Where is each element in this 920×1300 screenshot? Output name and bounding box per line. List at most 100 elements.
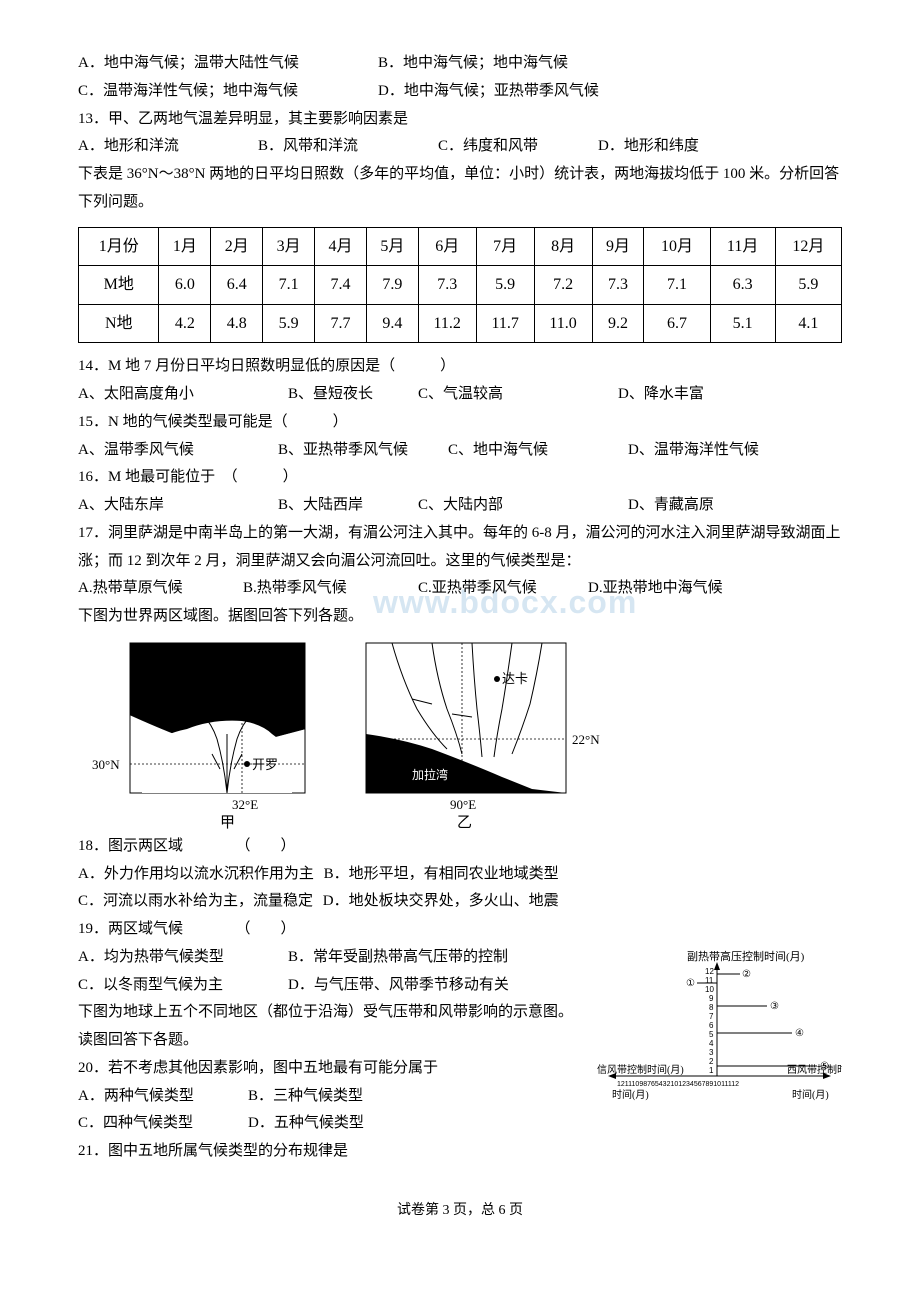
th-1: 1月 bbox=[159, 227, 211, 266]
n-10: 6.7 bbox=[644, 304, 710, 343]
q16-d: D、青藏高原 bbox=[628, 492, 714, 520]
m-6: 7.3 bbox=[418, 266, 476, 305]
q20-row1: A．两种气候类型 B．三种气候类型 bbox=[78, 1083, 582, 1111]
q19-row1: A．均为热带气候类型 B．常年受副热带高气压带的控制 bbox=[78, 944, 582, 972]
q12-choice-b: B．地中海气候；地中海气候 bbox=[378, 50, 568, 78]
map1-lat: 30°N bbox=[92, 757, 120, 772]
m-11: 6.3 bbox=[710, 266, 775, 305]
q16-b: B、大陆西岸 bbox=[278, 492, 418, 520]
q17-d: D.亚热带地中海气候 bbox=[588, 575, 723, 603]
q18-stem: 18．图示两区域 （ ） bbox=[78, 833, 842, 861]
q12-choices-row1: A．地中海气候；温带大陆性气候 B．地中海气候；地中海气候 bbox=[78, 50, 842, 78]
svg-text:1: 1 bbox=[709, 1066, 714, 1075]
m-4: 7.4 bbox=[315, 266, 367, 305]
th-0: 1月份 bbox=[79, 227, 159, 266]
m-8: 7.2 bbox=[534, 266, 592, 305]
q13-d: D．地形和纬度 bbox=[598, 133, 699, 161]
n-9: 9.2 bbox=[592, 304, 644, 343]
table-row-n: N地 4.2 4.8 5.9 7.7 9.4 11.2 11.7 11.0 9.… bbox=[79, 304, 842, 343]
pressure-diagram-svg: 副热带高压控制时间(月) 12 11 10 9 8 7 6 5 bbox=[592, 948, 842, 1108]
th-3: 3月 bbox=[263, 227, 315, 266]
right-lbl: 西风带控制时间(月) bbox=[787, 1063, 842, 1076]
m-12: 5.9 bbox=[775, 266, 841, 305]
q13-b: B．风带和洋流 bbox=[258, 133, 438, 161]
q14-c: C、气温较高 bbox=[418, 381, 618, 409]
svg-text:6: 6 bbox=[709, 1021, 714, 1030]
n-2: 4.8 bbox=[211, 304, 263, 343]
m-1: 6.0 bbox=[159, 266, 211, 305]
q18-row2: C．河流以雨水补给为主，流量稳定 D．地处板块交界处，多火山、地震 bbox=[78, 888, 842, 916]
n-8: 11.0 bbox=[534, 304, 592, 343]
m2: ② bbox=[742, 969, 751, 980]
q12-choice-d: D．地中海气候；亚热带季风气候 bbox=[378, 78, 599, 106]
svg-text:3: 3 bbox=[709, 1048, 714, 1057]
q15-b: B、亚热带季风气候 bbox=[278, 437, 448, 465]
q20-row2: C．四种气候类型 D．五种气候类型 bbox=[78, 1110, 582, 1138]
q14-a: A、太阳高度角小 bbox=[78, 381, 288, 409]
q18-a: A．外力作用均以流水沉积作用为主 bbox=[78, 866, 314, 882]
map-dhaka-svg: 达卡 加拉湾 22°N 90°E 乙 bbox=[362, 639, 612, 829]
table-row-m: M地 6.0 6.4 7.1 7.4 7.9 7.3 5.9 7.2 7.3 7… bbox=[79, 266, 842, 305]
q20-c: C．四种气候类型 bbox=[78, 1110, 248, 1138]
q14-d: D、降水丰富 bbox=[618, 381, 704, 409]
m-5: 7.9 bbox=[366, 266, 418, 305]
q19-row2: C．以冬雨型气候为主 D．与气压带、风带季节移动有关 bbox=[78, 972, 582, 1000]
q17-choices: A.热带草原气候 B.热带季风气候 C.亚热带季风气候 D.亚热带地中海气候 bbox=[78, 575, 842, 603]
svg-text:11: 11 bbox=[705, 976, 714, 985]
th-10: 10月 bbox=[644, 227, 710, 266]
maps-row: 开罗 30°N 32°E 甲 bbox=[92, 639, 842, 829]
q19-d: D．与气压带、风带季节移动有关 bbox=[288, 972, 509, 1000]
xaxis-nums: 12111098765432101234567891011112 bbox=[617, 1081, 739, 1088]
bay-label: 加拉湾 bbox=[412, 767, 448, 782]
th-8: 8月 bbox=[534, 227, 592, 266]
q14-b: B、昼短夜长 bbox=[288, 381, 418, 409]
q13-stem: 13．甲、乙两地气温差异明显，其主要影响因素是 bbox=[78, 106, 842, 134]
svg-text:时间(月): 时间(月) bbox=[792, 1088, 829, 1101]
th-6: 6月 bbox=[418, 227, 476, 266]
q20-b: B．三种气候类型 bbox=[248, 1083, 363, 1111]
m4: ④ bbox=[795, 1028, 804, 1039]
q17-stem: 17．洞里萨湖是中南半岛上的第一大湖，有湄公河注入其中。每年的 6-8 月，湄公… bbox=[78, 520, 842, 576]
q16-a: A、大陆东岸 bbox=[78, 492, 278, 520]
q15-stem: 15．N 地的气候类型最可能是（ ） bbox=[78, 409, 842, 437]
th-5: 5月 bbox=[366, 227, 418, 266]
q19-b: B．常年受副热带高气压带的控制 bbox=[288, 944, 508, 972]
q18-row1: A．外力作用均以流水沉积作用为主 B．地形平坦，有相同农业地域类型 bbox=[78, 861, 842, 889]
q15-c: C、地中海气候 bbox=[448, 437, 628, 465]
n-3: 5.9 bbox=[263, 304, 315, 343]
svg-text:12: 12 bbox=[705, 967, 714, 976]
n-12: 4.1 bbox=[775, 304, 841, 343]
th-12: 12月 bbox=[775, 227, 841, 266]
q16-c: C、大陆内部 bbox=[418, 492, 628, 520]
map-cairo-svg: 开罗 30°N 32°E 甲 bbox=[92, 639, 322, 829]
diag-title: 副热带高压控制时间(月) bbox=[687, 949, 805, 963]
q18-d: D．地处板块交界处，多火山、地震 bbox=[323, 893, 559, 909]
q12-choice-c: C．温带海洋性气候；地中海气候 bbox=[78, 78, 378, 106]
q21-stem: 21．图中五地所属气候类型的分布规律是 bbox=[78, 1138, 842, 1166]
q13-c: C．纬度和风带 bbox=[438, 133, 598, 161]
q17-a: A.热带草原气候 bbox=[78, 575, 243, 603]
q15-d: D、温带海洋性气候 bbox=[628, 437, 759, 465]
maps-intro: 下图为世界两区域图。据图回答下列各题。 bbox=[78, 603, 842, 631]
map1-label: 甲 bbox=[220, 815, 235, 829]
map-cairo: 开罗 30°N 32°E 甲 bbox=[92, 639, 322, 829]
dhaka-label: 达卡 bbox=[502, 671, 528, 686]
n-11: 5.1 bbox=[710, 304, 775, 343]
q19-a: A．均为热带气候类型 bbox=[78, 944, 288, 972]
q12-choices-row2: C．温带海洋性气候；地中海气候 D．地中海气候；亚热带季风气候 bbox=[78, 78, 842, 106]
svg-text:7: 7 bbox=[709, 1012, 714, 1021]
n-6: 11.2 bbox=[418, 304, 476, 343]
m-0: M地 bbox=[79, 266, 159, 305]
q15-choices: A、温带季风气候 B、亚热带季风气候 C、地中海气候 D、温带海洋性气候 bbox=[78, 437, 842, 465]
svg-text:4: 4 bbox=[709, 1039, 714, 1048]
q20-d: D．五种气候类型 bbox=[248, 1110, 364, 1138]
th-9: 9月 bbox=[592, 227, 644, 266]
svg-text:10: 10 bbox=[705, 985, 714, 994]
svg-text:时间(月): 时间(月) bbox=[612, 1088, 649, 1101]
q16-choices: A、大陆东岸 B、大陆西岸 C、大陆内部 D、青藏高原 bbox=[78, 492, 842, 520]
m-2: 6.4 bbox=[211, 266, 263, 305]
n-4: 7.7 bbox=[315, 304, 367, 343]
n-5: 9.4 bbox=[366, 304, 418, 343]
q20-a: A．两种气候类型 bbox=[78, 1083, 248, 1111]
map2-lon: 90°E bbox=[450, 797, 476, 812]
